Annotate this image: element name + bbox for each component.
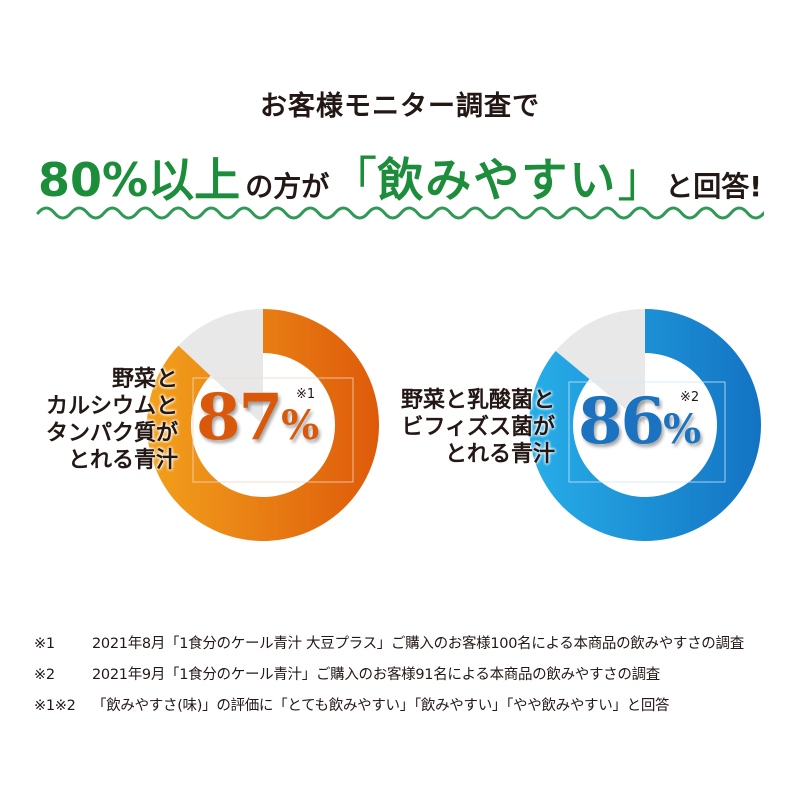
- footnote-mark: ※2: [34, 667, 55, 683]
- footnote: ※1※2 「飲みやすさ(味)」の評価に「とても飲みやすい」「飲みやすい」「やや飲み…: [34, 694, 670, 715]
- headline-percent: 80%以上: [37, 153, 241, 207]
- quote-open: 「: [329, 152, 378, 208]
- footnote-mark: ※1※2: [34, 698, 76, 714]
- headline-tail: と回答!: [665, 170, 763, 203]
- chart1-label-line: タンパク質が: [45, 421, 178, 446]
- chart2-label-line: とれる青汁: [444, 442, 555, 467]
- chart1-label-line: 野菜と: [111, 367, 178, 392]
- survey-lead-text: お客様モニター調査で: [260, 91, 540, 122]
- footnote-text: 2021年8月「1食分のケール青汁 大豆プラス」ご購入のお客様100名による本商…: [92, 636, 744, 652]
- quote-close: 」: [617, 152, 666, 208]
- donut-chart-orange: [146, 309, 379, 541]
- chart1-percent-unit: %: [281, 402, 320, 449]
- headline-quoted: 飲みやすい: [377, 153, 618, 207]
- chart2-label: 野菜と乳酸菌と ビフィズス菌が とれる青汁: [401, 387, 555, 468]
- chart1-note-mark: ※1: [296, 387, 316, 402]
- footnote-text: 「飲みやすさ(味)」の評価に「とても飲みやすい」「飲みやすい」「やや飲みやすい」…: [92, 698, 670, 714]
- chart2-label-line: 野菜と乳酸菌と: [400, 388, 555, 413]
- footnote: ※1 2021年8月「1食分のケール青汁 大豆プラス」ご購入のお客様100名による…: [34, 632, 744, 653]
- donut-segment-value: [529, 309, 761, 541]
- headline-middle: の方が: [245, 170, 330, 203]
- chart2-label-line: ビフィズス菌が: [401, 415, 555, 440]
- donut-chart-blue: [529, 309, 761, 541]
- chart1-label-line: カルシウムと: [45, 394, 178, 419]
- chart1-percent-value: 87: [196, 380, 283, 455]
- chart1-label: 野菜と カルシウムと タンパク質が とれる青汁: [46, 366, 178, 474]
- chart2-note-mark: ※2: [680, 390, 700, 405]
- chart2-percent-unit: %: [663, 406, 702, 453]
- chart1-percent: 87%: [196, 380, 319, 455]
- donut-segment-other: [178, 309, 263, 425]
- wave-divider: [36, 206, 764, 220]
- chart2-percent-value: 86: [578, 384, 665, 459]
- donut-segment-value: [146, 309, 379, 541]
- footnote: ※2 2021年9月「1食分のケール青汁」ご購入のお客様91名による本商品の飲みや…: [34, 663, 660, 684]
- footnote-mark: ※1: [34, 636, 55, 652]
- chart1-label-line: とれる青汁: [67, 448, 178, 473]
- footnote-text: 2021年9月「1食分のケール青汁」ご購入のお客様91名による本商品の飲みやすさ…: [92, 667, 660, 683]
- headline: 80%以上 の方が「飲みやすい」と回答!: [0, 140, 800, 210]
- chart2-percent: 86%: [578, 384, 701, 459]
- donut-segment-other: [555, 309, 645, 425]
